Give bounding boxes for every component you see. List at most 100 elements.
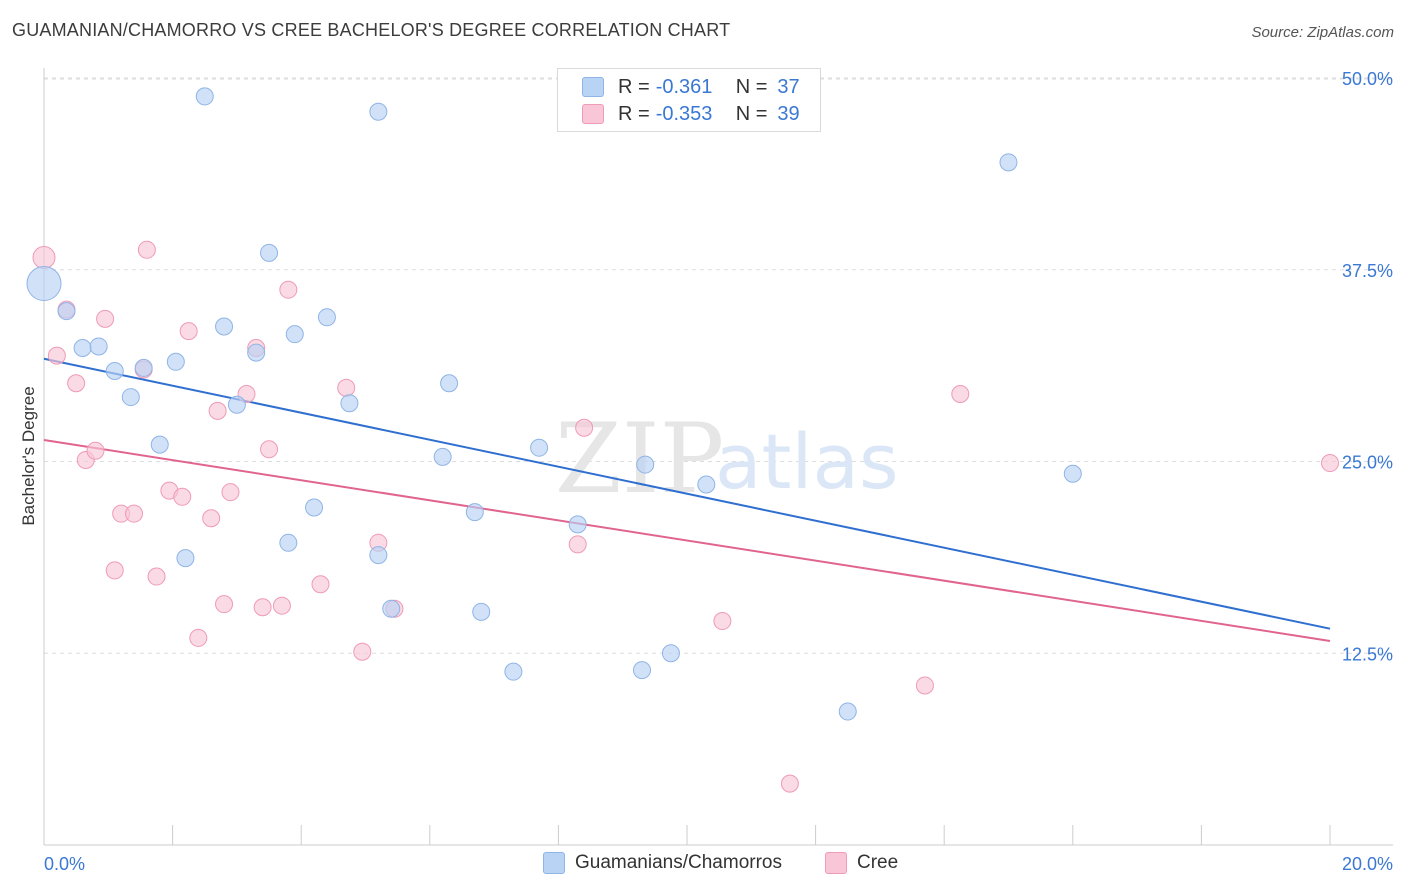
point-guamanian xyxy=(440,374,459,393)
legend-n-value: 39 xyxy=(777,102,800,125)
point-guamanian xyxy=(661,644,680,663)
point-guamanian xyxy=(285,325,304,344)
legend-r-value: -0.353 xyxy=(655,102,713,125)
point-cree xyxy=(147,567,166,586)
point-cree xyxy=(47,346,66,365)
y-tick-labels: 12.5% 25.0% 37.5% 50.0% xyxy=(1342,69,1393,664)
legend-row-guamanian: R = -0.361 N = 37 xyxy=(582,74,800,100)
point-cree xyxy=(260,440,279,459)
point-cree xyxy=(32,245,56,269)
bottom-legend-cree: Cree xyxy=(825,852,898,874)
point-cree xyxy=(279,280,298,299)
trend-lines xyxy=(43,357,1331,642)
point-cree xyxy=(202,509,221,528)
point-guamanian xyxy=(838,702,857,721)
point-guamanian xyxy=(247,343,266,362)
point-guamanian xyxy=(260,243,279,262)
point-guamanian xyxy=(73,338,92,357)
point-cree xyxy=(311,575,330,594)
point-cree xyxy=(189,628,208,647)
y-tick-label: 37.5% xyxy=(1342,261,1393,281)
point-guamanian xyxy=(134,358,153,377)
point-guamanian xyxy=(465,503,484,522)
point-guamanian xyxy=(317,308,336,327)
point-guamanian xyxy=(530,438,549,457)
point-guamanian xyxy=(89,337,108,356)
legend-row-cree: R = -0.353 N = 39 xyxy=(582,101,800,127)
point-guamanian xyxy=(382,599,401,618)
point-cree xyxy=(173,487,192,506)
point-cree xyxy=(208,401,227,420)
point-guamanian xyxy=(369,546,388,565)
grid-lines xyxy=(44,77,1393,654)
source-label: Source: ZipAtlas.com xyxy=(1251,24,1394,41)
y-tick-label: 12.5% xyxy=(1342,644,1393,664)
point-guamanian xyxy=(340,394,359,413)
point-guamanian xyxy=(176,549,195,568)
point-cree xyxy=(125,504,144,523)
point-guamanian xyxy=(369,102,388,121)
legend-n-value: 37 xyxy=(777,75,800,98)
data-points xyxy=(26,87,1339,793)
point-cree xyxy=(272,596,291,615)
point-guamanian xyxy=(227,395,246,414)
point-cree xyxy=(1321,454,1339,473)
bottom-legend-label: Guamanians/Chamorros xyxy=(575,852,782,873)
point-guamanian xyxy=(150,435,169,454)
point-guamanian xyxy=(305,498,324,517)
point-guamanian xyxy=(57,302,76,321)
point-cree xyxy=(105,561,124,580)
point-guamanian xyxy=(472,602,491,621)
point-guamanian xyxy=(121,388,140,407)
y-axis-label: Bachelor's Degree xyxy=(19,386,38,525)
point-guamanian xyxy=(999,153,1018,172)
trend-line-cree xyxy=(43,439,1331,642)
watermark-atlas: atlas xyxy=(715,417,899,506)
point-cree xyxy=(951,385,970,404)
point-cree xyxy=(96,309,115,328)
bottom-legend-guamanian: Guamanians/Chamorros xyxy=(543,852,782,874)
point-guamanian xyxy=(215,317,234,336)
point-cree xyxy=(221,483,240,502)
point-guamanian xyxy=(26,266,62,302)
x-tick-label-min: 0.0% xyxy=(44,854,85,874)
point-cree xyxy=(915,676,934,695)
point-cree xyxy=(713,612,732,631)
point-guamanian xyxy=(568,515,587,534)
trend-line-guamanian xyxy=(43,357,1331,630)
legend-swatch-pink xyxy=(582,104,604,124)
chart-title: GUAMANIAN/CHAMORRO VS CREE BACHELOR'S DE… xyxy=(12,20,731,40)
point-cree xyxy=(353,642,372,661)
bottom-legend-swatch-pink xyxy=(825,852,847,874)
point-cree xyxy=(215,595,234,614)
y-tick-label: 25.0% xyxy=(1342,453,1393,473)
point-cree xyxy=(137,240,156,259)
legend-r-value: -0.361 xyxy=(655,75,713,98)
legend-n-label: N = xyxy=(735,75,768,98)
point-cree xyxy=(179,322,198,341)
point-guamanian xyxy=(636,455,655,474)
legend-swatch-blue xyxy=(582,77,604,97)
point-cree xyxy=(86,441,105,460)
bottom-legend-label: Cree xyxy=(857,852,899,873)
point-guamanian xyxy=(166,352,185,371)
point-cree xyxy=(253,598,272,617)
point-guamanian xyxy=(504,662,523,681)
point-guamanian xyxy=(1063,464,1082,483)
bottom-legend-swatch-blue xyxy=(543,852,565,874)
point-guamanian xyxy=(632,661,651,680)
axes xyxy=(43,68,1393,846)
point-cree xyxy=(67,374,86,393)
legend-r-label: R = xyxy=(618,75,650,98)
point-cree xyxy=(568,535,587,554)
point-guamanian xyxy=(697,475,716,494)
point-cree xyxy=(575,418,594,437)
point-guamanian xyxy=(105,361,124,380)
point-cree xyxy=(780,774,799,793)
point-guamanian xyxy=(433,447,452,466)
point-guamanian xyxy=(279,533,298,552)
legend-r-label: R = xyxy=(618,102,650,125)
point-cree xyxy=(337,378,356,397)
point-guamanian xyxy=(195,87,214,106)
legend-box: R = -0.361 N = 37 R = -0.353 N = 39 xyxy=(557,68,821,132)
